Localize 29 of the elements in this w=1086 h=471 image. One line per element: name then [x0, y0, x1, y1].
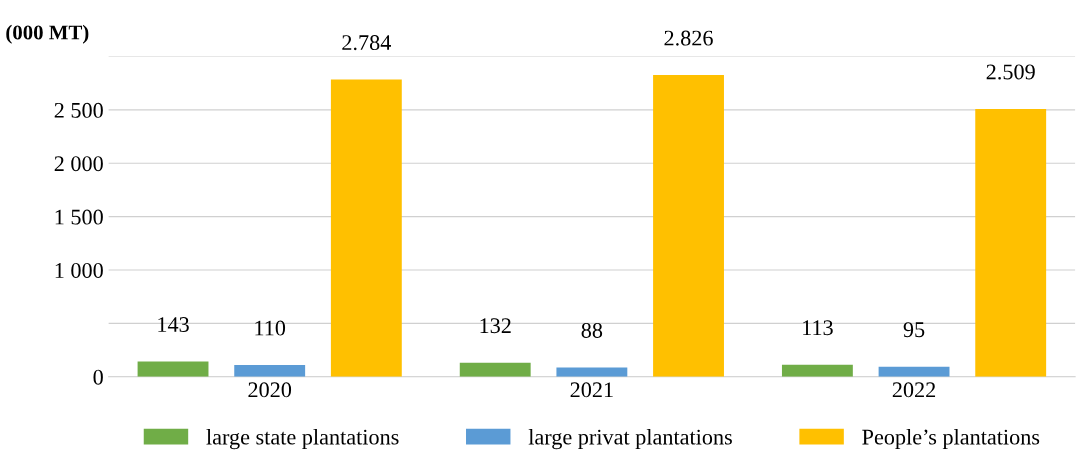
legend-label: large state plantations [206, 428, 399, 450]
data-label: 2.509 [986, 64, 1035, 80]
y-tick-label: 1 500 [55, 209, 103, 225]
data-label: 2.826 [664, 30, 713, 46]
legend-label: large privat plantations [528, 428, 732, 450]
data-label: 113 [803, 320, 833, 336]
x-tick-label: 2022 [892, 382, 936, 398]
bar [330, 79, 402, 377]
bar [459, 362, 531, 377]
data-label: 88 [581, 322, 603, 338]
y-tick-label: 2 000 [54, 156, 103, 172]
bar [556, 367, 628, 377]
bar [781, 364, 853, 377]
y-axis-title: (000 MT) [6, 24, 89, 44]
data-label: 132 [480, 318, 511, 334]
data-label: 143 [158, 317, 189, 333]
x-tick-label: 2021 [570, 382, 613, 398]
bar [653, 75, 724, 377]
bar [234, 365, 306, 377]
bar [137, 361, 209, 377]
legend-label: People’s plantations [862, 428, 1040, 450]
data-label: 95 [903, 322, 925, 338]
data-label: 2.784 [342, 35, 391, 51]
y-tick-label: 0 [93, 369, 103, 385]
data-label: 110 [255, 320, 286, 336]
y-tick-label: 1 000 [55, 262, 103, 278]
x-tick-label: 2020 [248, 382, 292, 398]
y-tick-label: 2 500 [54, 102, 103, 118]
bar [975, 108, 1047, 377]
